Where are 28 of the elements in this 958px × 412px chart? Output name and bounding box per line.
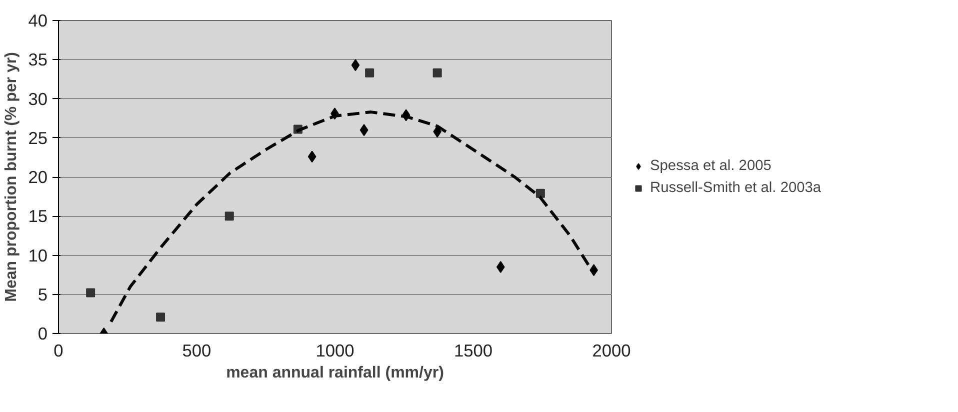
legend-label: Russell-Smith et al. 2003a — [650, 180, 822, 196]
x-tick-label: 0 — [54, 340, 64, 360]
legend-label: Spessa et al. 2005 — [650, 158, 772, 174]
point — [360, 124, 368, 136]
y-tick-label: 40 — [28, 10, 48, 30]
y-tick-label: 30 — [28, 88, 48, 109]
y-tick-label: 10 — [28, 245, 48, 266]
x-tick-label: 500 — [182, 340, 212, 360]
point — [351, 59, 360, 72]
y-axis-title: Mean proportion burnt (% per yr) — [3, 52, 20, 302]
y-tick-label: 20 — [28, 167, 48, 187]
point — [536, 188, 545, 198]
y-tick-label: 0 — [38, 324, 48, 344]
x-axis-title: mean annual rainfall (mm/yr) — [226, 364, 444, 382]
x-tick-label: 1000 — [316, 340, 354, 360]
point — [365, 68, 374, 78]
point — [496, 260, 505, 273]
point — [432, 68, 442, 78]
y-tick-label: 15 — [28, 206, 48, 226]
point — [224, 212, 234, 221]
point — [156, 312, 166, 322]
point — [86, 288, 96, 298]
y-tick-label: 5 — [38, 284, 48, 304]
x-tick-label: 1500 — [454, 340, 493, 360]
y-tick-label: 35 — [28, 50, 48, 70]
x-tick-label: 2000 — [592, 340, 631, 360]
y-tick-label: 25 — [28, 128, 48, 148]
point — [308, 150, 316, 163]
